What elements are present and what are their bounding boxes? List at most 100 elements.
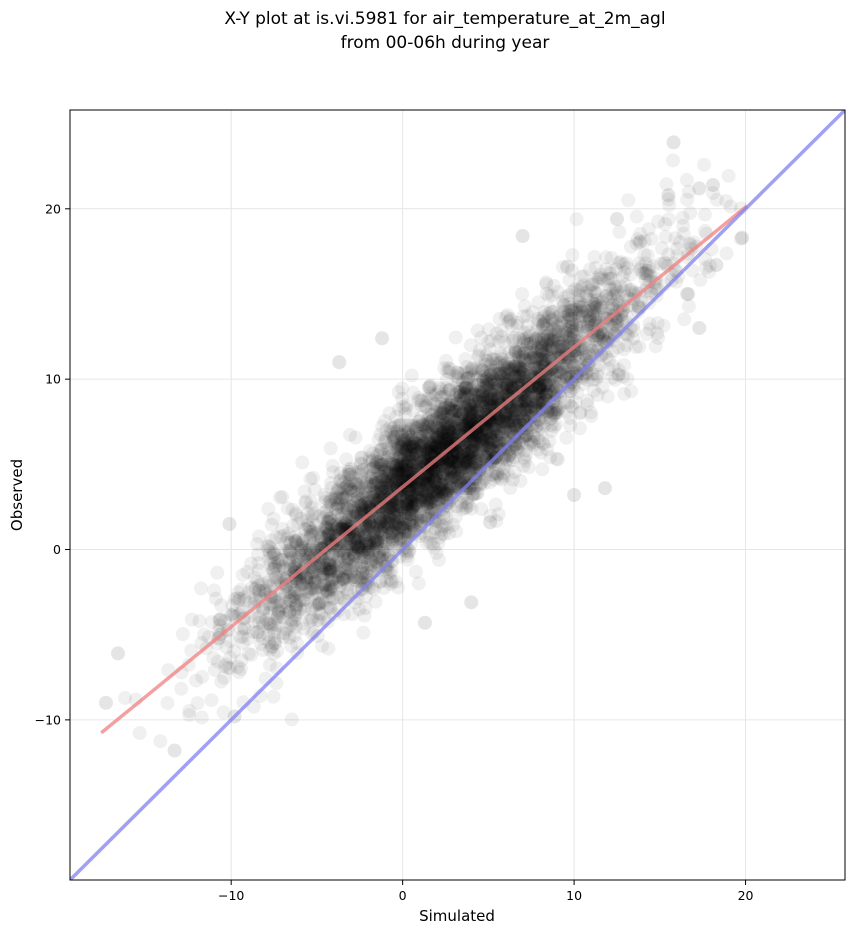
- data-point: [307, 574, 322, 589]
- data-point: [389, 516, 404, 531]
- data-point: [434, 477, 449, 492]
- data-point: [398, 458, 413, 472]
- data-point: [532, 378, 547, 393]
- data-point: [484, 411, 498, 426]
- data-point: [553, 339, 568, 354]
- data-point: [365, 454, 380, 469]
- data-point: [503, 378, 518, 393]
- data-point: [580, 393, 595, 408]
- data-point: [444, 469, 459, 483]
- data-point: [390, 436, 405, 451]
- data-point: [330, 552, 345, 567]
- data-point: [605, 344, 620, 359]
- data-point: [435, 424, 450, 439]
- data-point: [458, 380, 473, 395]
- data-point: [271, 603, 286, 618]
- data-point: [379, 481, 394, 496]
- data-point: [321, 514, 335, 529]
- data-point: [440, 400, 455, 415]
- data-point: [697, 157, 712, 172]
- data-point: [588, 297, 603, 312]
- data-point: [268, 551, 283, 565]
- data-point: [463, 451, 478, 466]
- data-point: [455, 444, 470, 459]
- data-point: [219, 657, 234, 672]
- data-point: [509, 404, 524, 419]
- data-point: [422, 379, 437, 394]
- data-point: [465, 409, 480, 424]
- data-point: [412, 482, 427, 497]
- data-point: [538, 354, 553, 369]
- data-point: [423, 495, 438, 510]
- data-point: [385, 518, 400, 533]
- data-point: [374, 526, 389, 541]
- data-point: [374, 442, 389, 456]
- data-point: [375, 481, 390, 495]
- data-point: [450, 445, 465, 460]
- data-point: [522, 400, 537, 414]
- data-point: [337, 469, 352, 484]
- data-point: [264, 640, 279, 655]
- data-point: [325, 458, 340, 473]
- data-point: [385, 478, 399, 493]
- data-point: [376, 581, 391, 596]
- data-point: [527, 398, 542, 413]
- data-point: [388, 574, 403, 589]
- data-point: [460, 491, 475, 505]
- data-point: [538, 387, 553, 402]
- data-point: [398, 448, 413, 462]
- data-point: [563, 323, 578, 338]
- data-point: [386, 529, 401, 544]
- data-point: [450, 461, 465, 476]
- data-point: [451, 372, 466, 387]
- data-point: [309, 597, 324, 612]
- data-point: [564, 303, 579, 317]
- data-point: [581, 292, 596, 307]
- data-point: [315, 570, 330, 585]
- data-point: [479, 424, 494, 439]
- data-point: [400, 493, 415, 508]
- data-point: [487, 433, 502, 448]
- data-point: [413, 454, 428, 469]
- data-point: [335, 501, 350, 516]
- data-point: [421, 469, 436, 484]
- data-point: [401, 517, 416, 531]
- data-point: [447, 464, 462, 479]
- data-point: [438, 456, 453, 471]
- data-point: [456, 413, 471, 428]
- data-point: [262, 616, 277, 631]
- data-point: [413, 461, 428, 476]
- data-point: [515, 407, 530, 422]
- data-point: [323, 526, 338, 541]
- data-point: [371, 496, 385, 511]
- data-point: [539, 376, 554, 391]
- data-point: [513, 342, 528, 357]
- data-point: [395, 391, 410, 406]
- data-point: [445, 451, 460, 466]
- data-point: [359, 499, 373, 514]
- data-point: [476, 417, 491, 432]
- data-point: [492, 366, 507, 381]
- data-point: [378, 514, 393, 529]
- data-point: [207, 583, 222, 598]
- data-point: [210, 565, 225, 580]
- data-point: [412, 429, 427, 444]
- data-point: [419, 497, 434, 512]
- data-point: [287, 606, 302, 621]
- data-point: [471, 436, 486, 450]
- data-point: [491, 507, 506, 522]
- data-point: [563, 300, 578, 315]
- data-point: [498, 372, 513, 386]
- data-point: [342, 465, 357, 479]
- data-point: [352, 542, 367, 557]
- data-point: [511, 444, 526, 459]
- data-point: [488, 381, 503, 396]
- data-point: [408, 435, 423, 450]
- data-point: [405, 494, 420, 509]
- data-point: [311, 598, 326, 613]
- data-point: [288, 608, 303, 623]
- data-point: [445, 452, 460, 467]
- data-point: [404, 488, 419, 503]
- data-point: [459, 475, 474, 490]
- data-point: [449, 395, 464, 410]
